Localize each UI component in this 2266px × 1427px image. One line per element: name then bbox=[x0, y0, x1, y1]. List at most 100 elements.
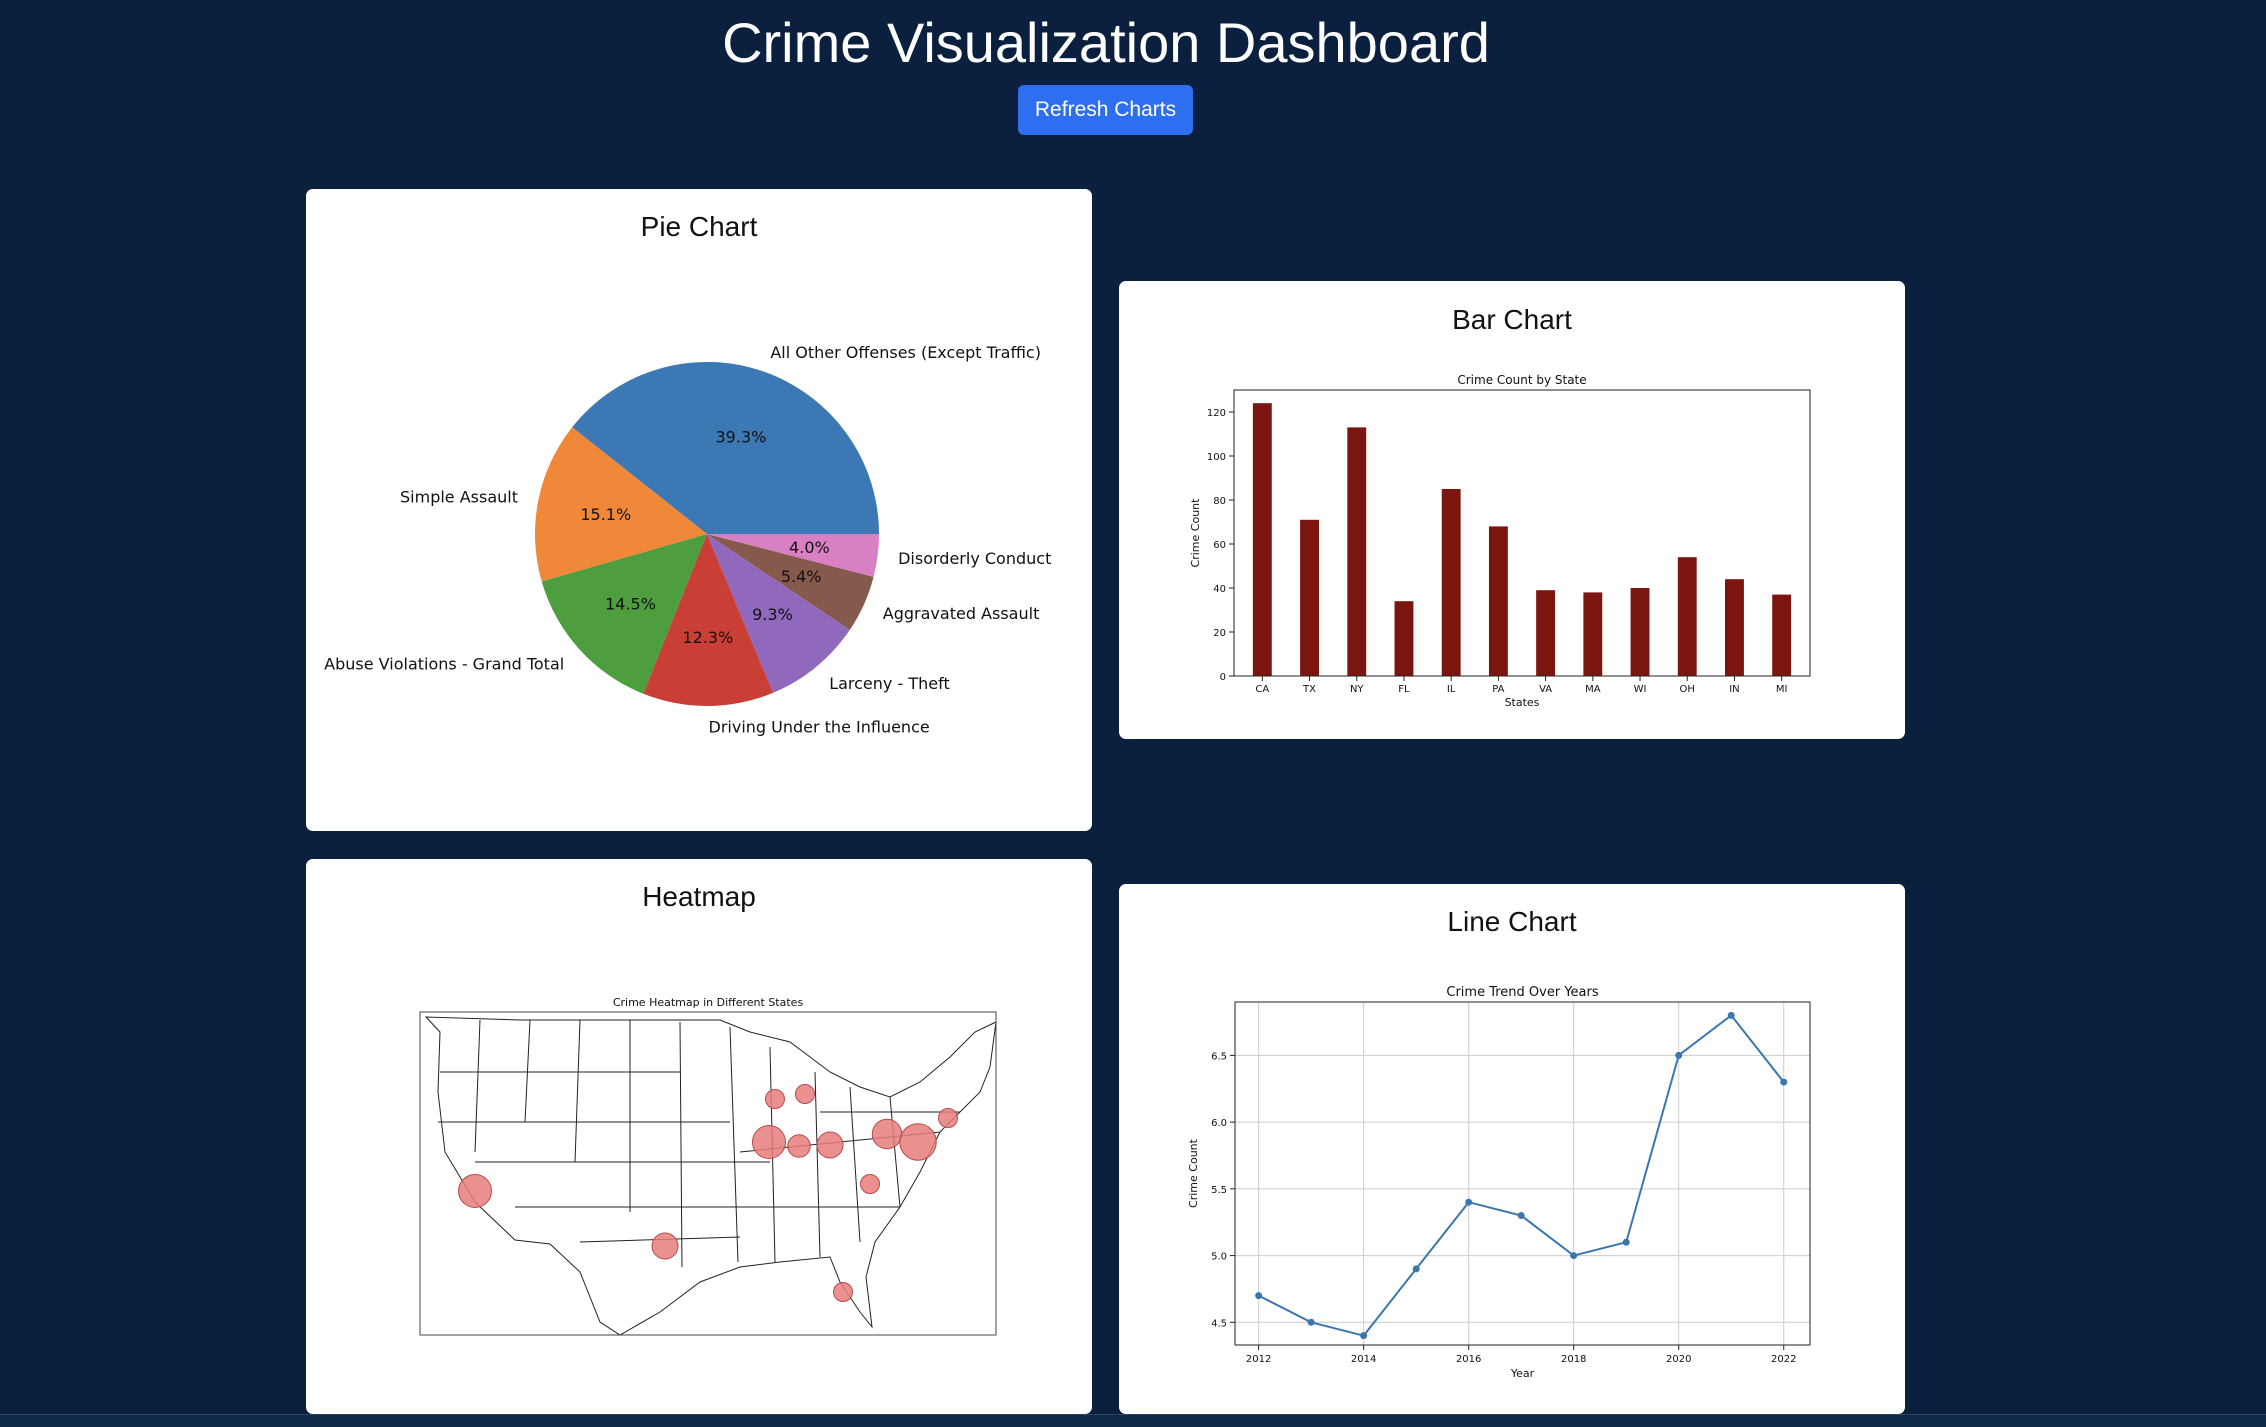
line-point bbox=[1307, 1318, 1315, 1326]
bar bbox=[1300, 519, 1319, 676]
page-title: Crime Visualization Dashboard bbox=[722, 11, 1490, 74]
heatmap-bubble bbox=[458, 1174, 492, 1208]
pie-chart: 39.3% All Other Offenses (Except Traffic)… bbox=[324, 343, 1051, 737]
x-tick-label: 2014 bbox=[1351, 1354, 1376, 1365]
y-tick-label: 6.5 bbox=[1211, 1051, 1227, 1062]
bar-plot-frame bbox=[1233, 389, 1811, 677]
state-border bbox=[889, 1096, 901, 1208]
line-point bbox=[1412, 1265, 1420, 1273]
pie-slice bbox=[707, 534, 850, 693]
line-point bbox=[1780, 1078, 1788, 1086]
line-point bbox=[1360, 1332, 1368, 1340]
pie-slice bbox=[643, 534, 774, 706]
heatmap-frame bbox=[419, 1011, 997, 1336]
pie-pct-label: 4.0% bbox=[789, 538, 830, 557]
pie-pct-label: 5.4% bbox=[781, 567, 822, 586]
heatmap-bubble bbox=[787, 1134, 811, 1158]
heatmap-bubble bbox=[871, 1118, 903, 1150]
bar bbox=[1536, 590, 1556, 676]
y-tick-label: 80 bbox=[1213, 496, 1226, 507]
pie-pct-label: 15.1% bbox=[580, 505, 631, 524]
pie-slice bbox=[535, 427, 707, 582]
y-tick-label: 60 bbox=[1213, 540, 1226, 551]
line-chart-card-title: Line Chart bbox=[1447, 906, 1577, 937]
pie-chart-card: Pie Chart 39.3% All Other Offenses (Excep… bbox=[306, 189, 1092, 831]
y-tick-label: 120 bbox=[1207, 408, 1226, 419]
heatmap-bubble bbox=[651, 1232, 679, 1260]
heatmap-bubble bbox=[752, 1125, 786, 1159]
x-tick-label: CA bbox=[1255, 684, 1269, 695]
heatmap-card: Heatmap Crime Heatmap in Different State… bbox=[306, 859, 1092, 1414]
x-tick-label: PA bbox=[1492, 684, 1504, 695]
line-chart: Crime Trend Over Years 2012 2014 2016 2018 20… bbox=[1187, 985, 1811, 1380]
line-point bbox=[1675, 1051, 1683, 1059]
x-tick-label: TX bbox=[1302, 684, 1316, 695]
y-tick-label: 40 bbox=[1213, 584, 1226, 595]
pie-slice bbox=[707, 534, 879, 577]
pie-slice-label: Driving Under the Influence bbox=[709, 718, 930, 737]
bar bbox=[1347, 427, 1367, 676]
line-point bbox=[1465, 1198, 1473, 1206]
heatmap-bubble bbox=[833, 1282, 853, 1302]
y-tick-label: 4.5 bbox=[1211, 1318, 1227, 1329]
state-border bbox=[574, 1019, 581, 1163]
bar-chart-title: Crime Count by State bbox=[1457, 373, 1586, 387]
line-chart-card: Line Chart Crime Trend Over Years 2012 201… bbox=[1119, 884, 1905, 1414]
line-plot-frame bbox=[1234, 1001, 1811, 1346]
bar bbox=[1252, 403, 1272, 676]
state-border bbox=[524, 1019, 531, 1123]
state-border bbox=[729, 1026, 739, 1263]
series-line bbox=[1258, 1013, 1785, 1337]
heatmap-chart: Crime Heatmap in Different States bbox=[419, 996, 997, 1336]
state-border bbox=[474, 1019, 481, 1153]
bar-chart-card: Bar Chart Crime Count by State 0 20 40 60 80 1… bbox=[1119, 281, 1905, 739]
pie-slice-label: Disorderly Conduct bbox=[898, 549, 1051, 568]
x-tick-label: WI bbox=[1634, 684, 1647, 695]
pie-pct-label: 14.5% bbox=[605, 594, 656, 613]
refresh-charts-button[interactable]: Refresh Charts bbox=[1018, 85, 1193, 135]
x-tick-label: FL bbox=[1398, 684, 1410, 695]
pie-slice bbox=[541, 534, 707, 694]
x-tick-label: MI bbox=[1776, 684, 1788, 695]
heatmap-bubble bbox=[899, 1123, 937, 1161]
line-point bbox=[1570, 1252, 1578, 1260]
y-tick-label: 20 bbox=[1213, 628, 1226, 639]
y-tick-label: 100 bbox=[1207, 452, 1226, 463]
y-tick-label: 0 bbox=[1220, 672, 1226, 683]
us-map bbox=[424, 1016, 997, 1336]
bar bbox=[1488, 526, 1508, 676]
pie-slice bbox=[572, 361, 879, 534]
pie-pct-label: 9.3% bbox=[752, 605, 793, 624]
heatmap-bubble bbox=[860, 1174, 880, 1194]
bar bbox=[1772, 594, 1792, 676]
x-tick-label: IN bbox=[1729, 684, 1739, 695]
line-chart-title: Crime Trend Over Years bbox=[1446, 985, 1598, 1000]
bar bbox=[1583, 592, 1603, 676]
x-tick-label: 2020 bbox=[1666, 1354, 1691, 1365]
x-tick-label: 2018 bbox=[1561, 1354, 1586, 1365]
heatmap-bubble bbox=[816, 1131, 844, 1159]
pie-chart-card-title: Pie Chart bbox=[640, 211, 758, 242]
x-tick-label: 2016 bbox=[1456, 1354, 1481, 1365]
y-axis-label: Crime Count bbox=[1187, 1138, 1200, 1208]
x-axis-label: States bbox=[1505, 696, 1540, 709]
x-tick-label: VA bbox=[1539, 684, 1552, 695]
pie-slice-label: Abuse Violations - Grand Total bbox=[324, 654, 564, 673]
state-border bbox=[849, 1086, 861, 1243]
bar bbox=[1725, 579, 1744, 676]
pie-slice-label: Simple Assault bbox=[400, 488, 518, 507]
y-tick-label: 6.0 bbox=[1211, 1118, 1227, 1129]
heatmap-bubble bbox=[938, 1108, 958, 1128]
pie-slice-label: Aggravated Assault bbox=[883, 604, 1040, 623]
pie-slice-label: All Other Offenses (Except Traffic) bbox=[770, 343, 1041, 362]
pie-slice bbox=[707, 534, 874, 630]
bottom-status-bar bbox=[0, 1414, 2266, 1427]
state-border bbox=[814, 1071, 821, 1258]
x-tick-label: OH bbox=[1680, 684, 1695, 695]
us-outline bbox=[424, 1016, 997, 1336]
line-point bbox=[1517, 1212, 1525, 1220]
heatmap-title: Crime Heatmap in Different States bbox=[613, 996, 804, 1009]
x-tick-label: NY bbox=[1350, 684, 1364, 695]
x-axis-label: Year bbox=[1510, 1367, 1535, 1380]
bar-chart-card-title: Bar Chart bbox=[1452, 304, 1572, 335]
